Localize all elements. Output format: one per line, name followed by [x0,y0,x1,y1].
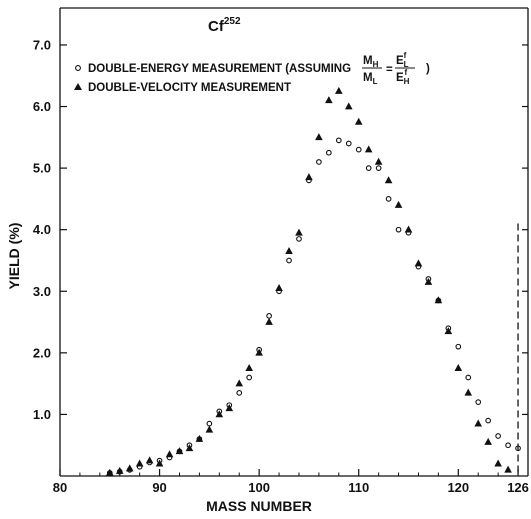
data-point-velocity [464,388,473,396]
legend-label-energy-close: ) [426,63,430,75]
data-point-velocity [474,419,483,427]
y-tick-label: 4.0 [33,222,51,237]
data-point-velocity [504,465,512,473]
data-point-energy [375,165,382,171]
data-point-velocity [384,176,393,184]
data-point-velocity [145,456,154,464]
legend-marker-energy [75,65,81,71]
x-tick-label: 126 [507,480,529,495]
data-point-velocity [225,404,234,412]
x-tick-label: 90 [152,480,166,495]
data-point-velocity [484,437,492,445]
data-point-velocity [444,327,453,335]
formula-rhs-denominator: EHf [396,68,410,86]
data-point-energy [395,226,402,233]
x-tick-label: 80 [53,480,67,495]
data-point-velocity [325,96,333,104]
data-point-energy [236,390,243,396]
data-point-energy [335,137,342,144]
data-point-velocity [315,133,323,141]
data-point-velocity [454,364,463,372]
data-point-velocity [414,259,423,267]
y-tick-label: 7.0 [33,37,51,52]
series-double-velocity [105,86,512,476]
data-point-velocity [354,117,363,125]
data-point-velocity [115,466,124,474]
data-point-energy [485,417,492,424]
y-tick-label: 5.0 [33,161,51,176]
data-point-velocity [424,277,433,285]
plot-frame [59,7,529,477]
chart-title: Cf252 [208,16,241,35]
x-tick-label: 110 [348,480,369,495]
data-point-energy [326,149,332,156]
formula-lhs-denominator: ML [363,72,378,86]
data-point-energy [206,420,213,427]
data-point-energy [246,374,253,381]
data-point-velocity [125,464,134,472]
data-point-energy [355,146,362,153]
data-point-velocity [295,228,303,236]
y-tick-label: 3.0 [33,284,51,299]
data-point-velocity [494,459,502,467]
data-point-energy [345,140,352,147]
x-tick-label: 120 [447,480,469,495]
data-point-energy [296,236,302,242]
data-point-energy [455,343,462,350]
series-double-energy [106,137,521,476]
data-point-velocity [364,145,373,153]
data-point-velocity [275,283,283,291]
y-tick-label: 6.0 [33,99,51,114]
data-point-velocity [135,459,144,467]
legend-label-velocity: DOUBLE-VELOCITY MEASUREMENT [88,82,291,94]
data-point-velocity [265,317,273,325]
data-point-velocity [305,173,313,181]
data-point-energy [365,165,372,171]
data-point-velocity [165,450,174,458]
data-point-velocity [434,296,443,304]
data-point-energy [465,374,472,381]
x-tick-label: 100 [248,480,270,495]
title-superscript: 252 [224,16,241,27]
legend-marker-velocity [74,83,82,90]
data-point-energy [316,159,322,165]
data-point-velocity [285,247,293,255]
data-point-velocity [255,348,263,356]
data-point-velocity [344,102,353,110]
data-point-velocity [195,434,204,442]
data-point-velocity [235,379,244,387]
data-point-velocity [245,364,253,372]
formula-lhs-numerator: MH [363,55,379,69]
data-point-velocity [335,86,343,94]
data-point-energy [286,257,292,264]
data-point-velocity [185,444,194,452]
legend-formula: MH ML = ELf EHf ) [362,51,430,86]
axis-ticks: 80 90 100 110 120 126 1.0 2.0 3.0 4.0 5.0 6.0 7.0 [33,37,529,495]
y-tick-label: 2.0 [33,345,51,360]
title-element: Cf [208,18,225,35]
data-point-energy [385,196,392,202]
data-point-velocity [374,157,383,165]
data-point-energy [515,445,521,452]
data-point-velocity [404,225,413,233]
x-axis-label: MASS NUMBER [206,498,312,514]
y-axis-label: YIELD (%) [6,223,22,290]
data-point-velocity [175,447,184,455]
data-point-velocity [155,459,164,467]
data-point-velocity [215,410,224,418]
legend: DOUBLE-ENERGY MEASUREMENT (ASSUMING MH M… [74,51,430,94]
legend-label-energy: DOUBLE-ENERGY MEASUREMENT (ASSUMING [88,63,351,75]
data-point-velocity [205,425,214,433]
data-point-energy [475,399,482,405]
data-point-velocity [105,468,114,476]
data-point-energy [266,313,272,319]
data-point-velocity [394,200,403,208]
y-tick-label: 1.0 [33,407,51,422]
data-point-energy [495,433,501,439]
formula-rhs-numerator: ELf [396,51,409,69]
data-point-energy [505,442,511,449]
formula-equals: = [386,64,393,76]
